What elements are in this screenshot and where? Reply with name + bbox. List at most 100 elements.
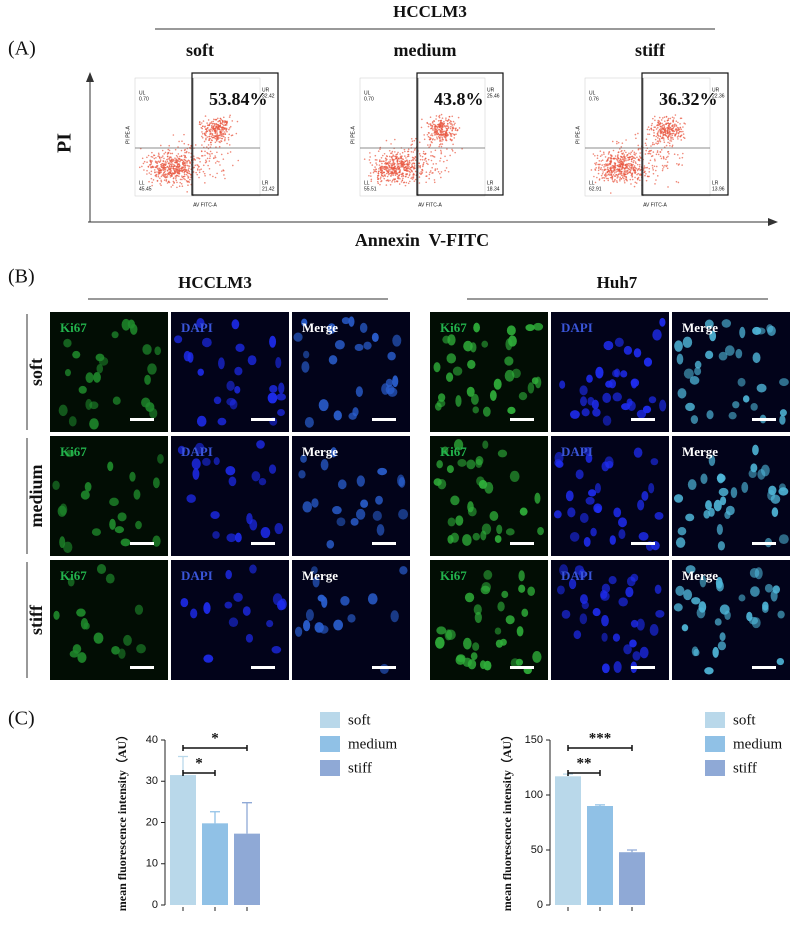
cell	[467, 506, 477, 517]
event-dot	[438, 116, 441, 119]
event-dot	[383, 152, 386, 155]
event-dot	[600, 167, 603, 169]
event-dot	[438, 134, 441, 136]
event-dot	[630, 168, 633, 170]
event-dot	[657, 121, 659, 124]
column-label: medium	[394, 40, 457, 60]
event-dot	[407, 150, 409, 153]
legend-swatch	[320, 736, 340, 752]
event-dot	[671, 124, 674, 127]
event-dot	[157, 155, 159, 158]
event-dot	[590, 169, 593, 171]
event-dot	[171, 172, 174, 174]
event-dot	[620, 146, 623, 148]
event-dot	[197, 164, 199, 167]
quadrant-value: 0.70	[364, 96, 374, 102]
cell	[643, 357, 653, 367]
event-dot	[404, 160, 406, 162]
event-dot	[449, 123, 452, 125]
event-dot	[407, 169, 409, 172]
event-dot	[655, 142, 657, 144]
event-dot	[153, 157, 156, 160]
event-dot	[205, 146, 208, 148]
event-dot	[202, 170, 205, 173]
event-dot	[166, 155, 169, 158]
event-dot	[629, 164, 631, 167]
event-dot	[433, 127, 436, 130]
event-dot	[377, 182, 380, 185]
event-dot	[659, 122, 662, 125]
event-dot	[612, 173, 615, 176]
event-dot	[382, 175, 385, 178]
event-dot	[678, 131, 681, 133]
event-dot	[193, 158, 196, 161]
event-dot	[431, 129, 434, 131]
cell	[59, 536, 66, 549]
event-dot	[627, 164, 629, 167]
event-dot	[430, 134, 432, 137]
event-dot	[425, 175, 427, 177]
event-dot	[208, 135, 211, 138]
event-dot	[174, 178, 177, 180]
event-dot	[392, 160, 395, 162]
image-bg	[171, 312, 289, 432]
cell	[717, 641, 727, 651]
cell	[249, 564, 257, 574]
cell	[633, 447, 643, 458]
cell	[698, 601, 707, 613]
event-dot	[393, 164, 395, 166]
cell	[267, 392, 278, 404]
event-dot	[624, 163, 627, 166]
significance-label: *	[211, 730, 219, 746]
event-dot	[412, 172, 415, 175]
event-dot	[656, 140, 659, 143]
cell	[516, 626, 524, 637]
micrograph: DAPI	[171, 560, 289, 680]
event-dot	[214, 132, 217, 135]
event-dot	[229, 151, 232, 153]
event-dot	[665, 156, 668, 159]
event-dot	[667, 125, 670, 128]
event-dot	[657, 131, 659, 134]
event-dot	[648, 133, 651, 136]
event-dot	[437, 120, 440, 122]
event-dot	[429, 136, 431, 139]
cell	[473, 604, 482, 616]
cell	[716, 524, 723, 536]
quadrant-name: LR	[487, 180, 494, 186]
event-dot	[666, 167, 669, 170]
event-dot	[148, 172, 151, 174]
cell	[433, 362, 441, 373]
event-dot	[391, 162, 394, 165]
y-tick-label: 50	[531, 844, 543, 856]
event-dot	[223, 128, 226, 130]
event-dot	[411, 156, 414, 159]
event-dot	[595, 163, 597, 166]
cell	[709, 330, 717, 342]
cell	[573, 630, 582, 640]
event-dot	[226, 120, 229, 123]
event-dot	[156, 162, 158, 164]
event-dot	[203, 140, 206, 143]
cell	[196, 415, 207, 427]
event-dot	[375, 170, 378, 173]
event-dot	[169, 174, 172, 177]
event-dot	[141, 165, 143, 168]
cell	[89, 418, 99, 430]
event-dot	[380, 180, 382, 183]
event-dot	[682, 130, 684, 133]
cell	[708, 455, 716, 467]
cell	[256, 440, 265, 449]
cell	[712, 646, 719, 658]
cell	[72, 350, 81, 359]
cell	[766, 324, 774, 333]
event-dot	[156, 164, 159, 167]
event-dot	[143, 169, 145, 171]
event-dot	[177, 164, 180, 166]
event-dot	[213, 125, 216, 127]
channel-label: Ki67	[60, 320, 87, 335]
event-dot	[626, 155, 628, 157]
event-dot	[643, 167, 646, 169]
event-dot	[410, 137, 413, 140]
cell	[507, 406, 516, 415]
